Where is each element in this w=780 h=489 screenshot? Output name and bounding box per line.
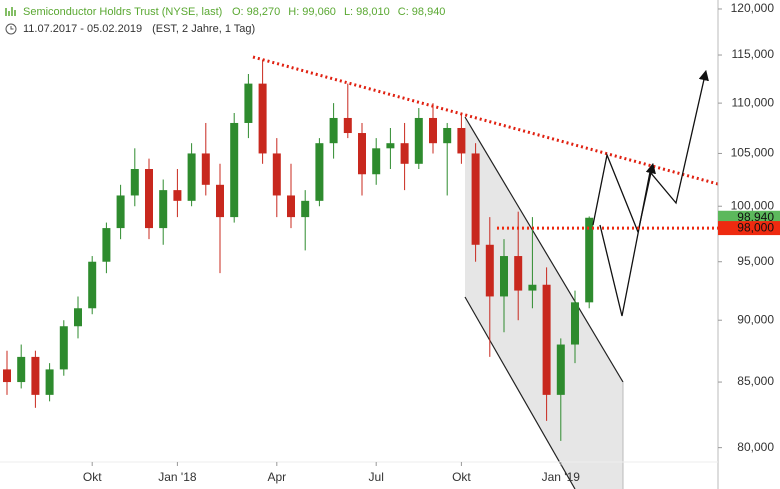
- candle-body: [457, 127, 466, 154]
- price-label: 98,940: [737, 210, 774, 224]
- x-tick-label: Okt: [83, 470, 102, 484]
- candle-body: [471, 153, 480, 245]
- y-tick-label: 110,000: [732, 95, 775, 109]
- candle-body: [216, 184, 224, 218]
- candle-body: [17, 356, 26, 383]
- date-range: 11.07.2017 - 05.02.2019: [23, 23, 142, 35]
- y-tick-label: 115,000: [732, 47, 775, 61]
- x-tick-label: Jan '19: [542, 470, 581, 484]
- clock-icon: [5, 23, 17, 35]
- candle-body: [287, 195, 295, 218]
- resistance-line: [252, 55, 719, 186]
- icon: [5, 7, 16, 16]
- price-label: 98,000: [737, 220, 774, 234]
- candle-body: [59, 326, 68, 370]
- candle-body: [329, 117, 338, 144]
- candle-body: [130, 169, 139, 196]
- candle-body: [400, 143, 409, 164]
- candle-body: [315, 143, 324, 201]
- price-box: [718, 221, 780, 236]
- candle-body: [201, 153, 210, 185]
- candle-body: [528, 284, 537, 291]
- candle-body: [500, 256, 508, 297]
- candle-body: [514, 256, 523, 291]
- candle-body: [343, 117, 352, 134]
- y-tick-label: 105,000: [731, 146, 775, 160]
- x-tick-label: Apr: [267, 470, 286, 484]
- candle-body: [372, 148, 381, 175]
- channel-lower: [464, 296, 576, 489]
- ohlc-key: H:: [288, 6, 299, 18]
- clock-hand: [10, 26, 14, 30]
- ohlc-value: 98,010: [356, 6, 390, 18]
- candle-body: [244, 83, 253, 123]
- x-tick-label: Jan '18: [158, 470, 197, 484]
- candle-body: [31, 356, 40, 395]
- candle-body: [272, 153, 281, 196]
- y-tick-label: 85,000: [737, 374, 774, 388]
- ohlc-value: 98,940: [412, 6, 446, 18]
- x-tick-label: Jul: [369, 470, 384, 484]
- y-tick-label: 80,000: [737, 440, 774, 454]
- candle-body: [585, 217, 594, 303]
- projection-path: [592, 152, 656, 235]
- candle-body: [187, 153, 196, 201]
- candle-body: [301, 200, 310, 218]
- ohlc-key: L:: [344, 6, 353, 18]
- candle-body: [74, 308, 82, 327]
- candle-body: [145, 169, 153, 229]
- y-tick-label: 120,000: [731, 1, 775, 15]
- candles: [3, 59, 594, 441]
- ohlc-key: O:: [232, 6, 244, 18]
- y-tick-label: 95,000: [737, 254, 774, 268]
- ohlc-value: 99,060: [302, 6, 336, 18]
- channel-upper: [464, 116, 624, 383]
- y-tick-label: 100,000: [731, 198, 775, 212]
- candle-body: [173, 190, 182, 201]
- candle-body: [3, 369, 11, 383]
- candle-body: [414, 117, 423, 164]
- candle-body: [443, 127, 452, 144]
- header: Semiconductor Holdrs Trust (NYSE, last) …: [5, 6, 255, 35]
- candle-body: [159, 190, 168, 229]
- candle-body: [571, 302, 579, 345]
- subtitle: (EST, 2 Jahre, 1 Tag): [152, 23, 255, 35]
- candle-body: [542, 284, 551, 395]
- candle-body: [230, 122, 239, 218]
- candle-body: [102, 228, 111, 262]
- title: Semiconductor Holdrs Trust (NYSE, last): [23, 6, 222, 18]
- candle-body: [88, 261, 97, 309]
- candle-body: [45, 369, 54, 395]
- candle-body: [358, 133, 366, 175]
- candle-body: [556, 344, 565, 395]
- ohlc-value: 98,270: [247, 6, 281, 18]
- ohlc-key: C:: [398, 6, 409, 18]
- projection-path: [599, 69, 709, 317]
- x-tick-label: Okt: [452, 470, 471, 484]
- candle-body: [386, 143, 395, 149]
- candle-body: [429, 117, 437, 144]
- candle-body: [258, 83, 267, 154]
- candle-body: [116, 195, 125, 229]
- y-tick-label: 90,000: [737, 312, 774, 326]
- candle-body: [485, 244, 494, 297]
